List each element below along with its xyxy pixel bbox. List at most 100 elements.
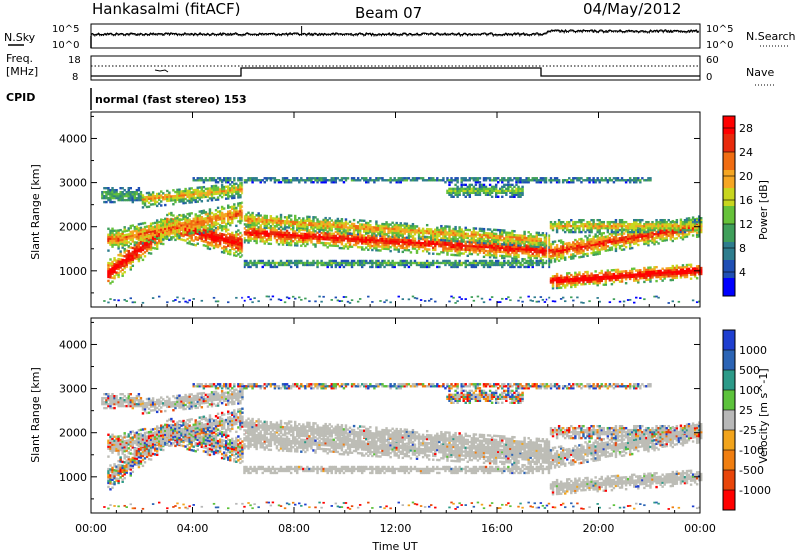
power-cell <box>369 265 372 269</box>
power-cell <box>535 250 538 254</box>
power-cell <box>531 235 534 238</box>
power-cell <box>507 259 510 263</box>
power-cell <box>316 224 319 227</box>
power-cell <box>588 246 591 249</box>
power-cell <box>549 260 553 264</box>
power-cell <box>385 239 388 243</box>
power-cell <box>275 221 279 224</box>
power-cell <box>184 193 187 197</box>
power-cell <box>212 213 216 216</box>
power-cell <box>448 243 451 246</box>
power-cell <box>160 236 163 239</box>
power-cell <box>334 177 338 180</box>
power-cell <box>298 226 301 230</box>
power-cell <box>586 272 589 276</box>
power-cell <box>458 240 461 243</box>
power-cell <box>358 259 362 263</box>
power-cell <box>551 254 555 258</box>
power-cell <box>188 218 191 221</box>
power-cell <box>576 250 579 253</box>
power-cell <box>281 261 285 265</box>
power-cell <box>381 237 384 240</box>
power-cell <box>377 239 380 242</box>
power-cell <box>155 223 159 226</box>
power-cell <box>269 234 273 238</box>
power-cell <box>458 259 461 263</box>
power-cell <box>397 263 400 267</box>
power-cell <box>206 245 210 248</box>
power-cell <box>452 237 455 241</box>
power-cell <box>296 218 299 222</box>
power-cell <box>196 196 199 199</box>
power-cell <box>523 230 526 234</box>
power-cell <box>468 193 472 197</box>
power-cell <box>277 261 281 265</box>
power-cell <box>180 232 183 235</box>
power-cell <box>507 235 510 238</box>
power-cell <box>235 188 238 191</box>
power-cell <box>458 236 461 239</box>
power-cell <box>432 259 435 263</box>
power-cell <box>115 237 118 240</box>
power-cell <box>568 222 571 226</box>
power-cell <box>204 211 208 214</box>
power-cell <box>306 229 309 232</box>
power-cell <box>578 230 581 234</box>
power-cell <box>216 198 220 201</box>
power-cell <box>551 240 555 244</box>
power-cell <box>450 241 453 245</box>
power-cell <box>450 231 453 235</box>
power-cell <box>425 240 429 243</box>
power-cell <box>188 191 191 194</box>
power-cell <box>417 263 421 267</box>
power-cell <box>190 187 193 190</box>
power-cell <box>492 244 496 247</box>
power-cell <box>377 179 380 182</box>
power-cell <box>576 220 579 224</box>
power-cell <box>182 217 185 221</box>
power-cell <box>576 244 579 247</box>
power-cell <box>539 179 543 182</box>
power-cell <box>186 218 189 222</box>
power-near-range-cell <box>157 295 161 298</box>
power-cell <box>121 230 124 233</box>
power-cell <box>259 261 262 265</box>
power-cell <box>172 232 175 235</box>
power-cell <box>312 261 315 265</box>
power-cell <box>373 228 376 231</box>
power-cell <box>245 215 248 218</box>
power-cell <box>596 238 599 242</box>
power-cell <box>399 244 402 247</box>
power-cell <box>200 177 204 180</box>
power-cell <box>488 248 492 251</box>
power-cell <box>125 261 128 264</box>
power-cell <box>348 243 352 246</box>
power-cell <box>385 221 388 224</box>
power-cell <box>164 197 167 201</box>
power-cell <box>279 225 283 229</box>
power-cell <box>283 222 287 225</box>
power-cell <box>192 233 195 236</box>
power-cell <box>352 239 356 243</box>
power-cell <box>204 232 208 236</box>
power-cell <box>316 239 319 242</box>
power-cell <box>119 192 122 196</box>
power-cell <box>425 235 429 239</box>
power-cell <box>383 224 386 228</box>
power-cell <box>332 225 335 228</box>
power-cell <box>574 226 577 230</box>
power-cell <box>423 246 427 249</box>
power-cell <box>464 187 467 191</box>
power-near-range-cell <box>415 297 419 300</box>
power-cell <box>111 262 114 266</box>
power-cell <box>541 177 545 180</box>
power-cell <box>576 279 579 282</box>
power-cell <box>563 278 567 281</box>
power-cell <box>233 207 236 210</box>
power-cell <box>367 244 370 247</box>
power-cell <box>478 247 482 250</box>
power-cell <box>574 238 577 242</box>
power-cell <box>492 232 496 235</box>
power-cell <box>342 239 346 242</box>
power-cell <box>470 238 474 242</box>
